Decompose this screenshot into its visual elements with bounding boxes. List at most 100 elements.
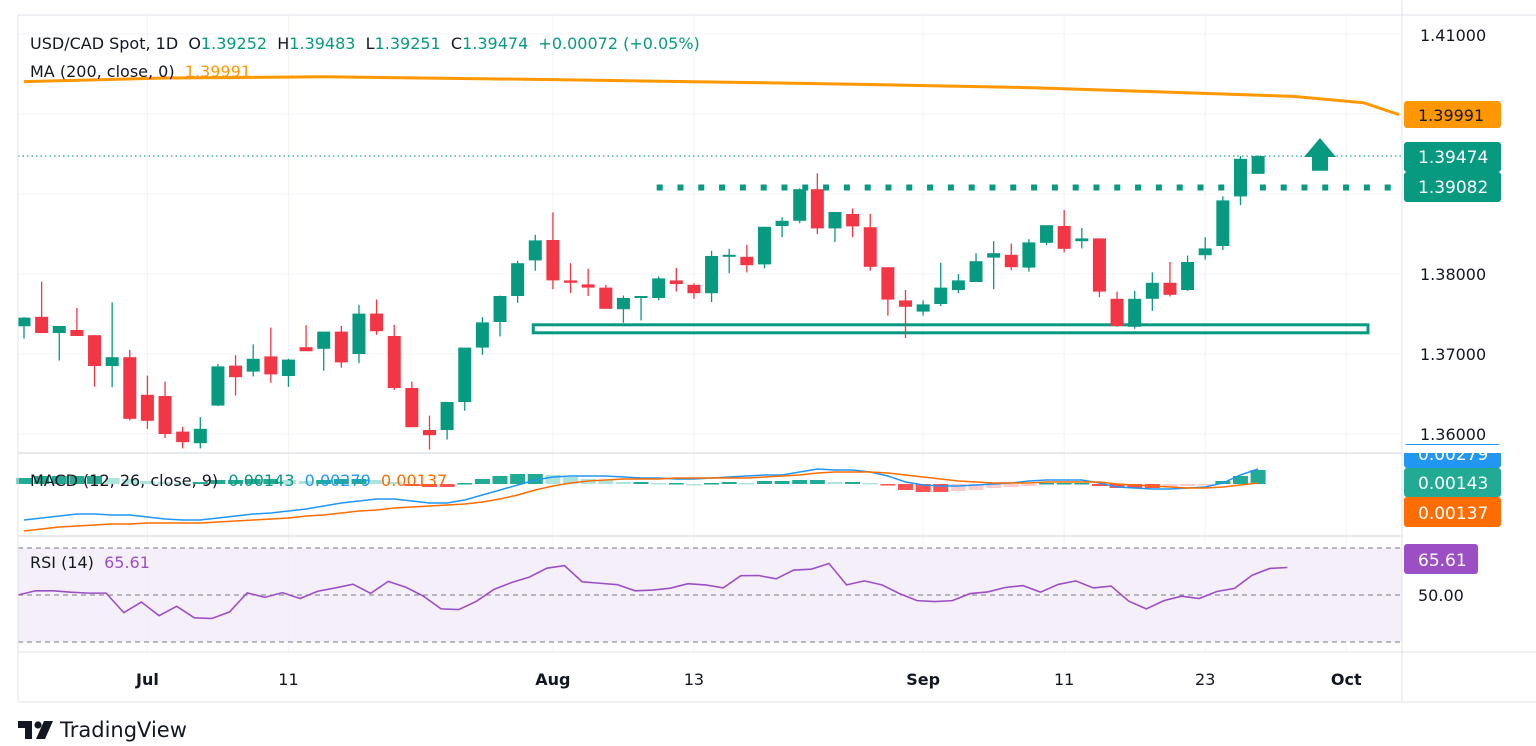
x-tick-label: Oct <box>1331 670 1362 689</box>
candle-body <box>17 317 31 327</box>
macd-histogram-bar <box>968 484 984 490</box>
macd-legend-hist: 0.00143 <box>228 471 295 490</box>
macd-histogram-bar <box>492 476 508 484</box>
macd-histogram-bar <box>704 483 720 485</box>
candle-body <box>616 298 630 310</box>
candle <box>158 381 172 438</box>
candle <box>440 402 454 440</box>
candle-body <box>334 331 348 363</box>
macd-histogram-bar <box>527 474 543 484</box>
macd-histogram-bar <box>139 481 155 484</box>
candle <box>1145 272 1159 311</box>
macd-histogram-bar <box>862 483 878 485</box>
candle-body <box>352 313 366 354</box>
ma-200-line <box>23 75 1400 117</box>
candle <box>722 248 736 274</box>
macd-histogram-bar <box>1180 484 1196 486</box>
x-tick-label: 11 <box>278 670 298 689</box>
macd-histogram-bar <box>1127 484 1143 488</box>
macd-histogram-bar <box>1162 484 1178 487</box>
candle <box>705 250 719 302</box>
candle-body <box>317 331 331 349</box>
candle-body <box>1022 242 1036 268</box>
rsi-value-tag <box>1404 544 1478 574</box>
candle-body <box>123 357 137 419</box>
candle-body <box>810 189 824 229</box>
macd-histogram-bar <box>933 484 949 492</box>
up-arrow-icon <box>1303 138 1336 171</box>
macd-histogram-bar <box>686 484 702 486</box>
macd-histogram-bar <box>1091 484 1107 486</box>
candle-body <box>1004 254 1018 268</box>
candle <box>1040 225 1054 246</box>
candle <box>969 253 983 282</box>
rsi-mid-label: 50.00 <box>1418 586 1464 605</box>
macd-histogram-bar <box>263 479 279 484</box>
macd-histogram-bar <box>774 481 790 484</box>
x-tick-label: 23 <box>1195 670 1215 689</box>
candle <box>581 268 595 296</box>
candle-body <box>1233 158 1247 197</box>
time-axis-labels: Jul 11 Aug 13 Sep 11 23 Oct <box>135 670 1362 689</box>
brand-name: TradingView <box>60 718 187 742</box>
candle-body <box>652 278 666 298</box>
candle-body <box>1110 298 1124 326</box>
macd-histogram-bar <box>87 476 103 484</box>
candle <box>105 302 119 388</box>
candles <box>17 155 1265 450</box>
candle <box>193 417 207 449</box>
macd-histogram-bar <box>668 483 684 485</box>
candle <box>35 281 49 334</box>
candle-body <box>88 335 102 366</box>
rsi-line <box>17 562 1288 620</box>
symbol-legend: USD/CAD Spot, 1D O1.39252 H1.39483 L1.39… <box>30 34 700 53</box>
symbol-title: USD/CAD Spot, 1D <box>30 34 179 53</box>
candle-body <box>299 347 313 352</box>
candle-body <box>546 240 560 281</box>
y-tick-label: 1.36000 <box>1420 425 1486 444</box>
macd-histogram-bar <box>122 479 138 484</box>
axis-mask <box>1403 445 1536 453</box>
candle-body <box>35 316 49 334</box>
macd-histogram-bar <box>510 474 526 484</box>
tradingview-logo-icon <box>18 721 53 739</box>
low-label: L <box>365 34 375 53</box>
low-value: 1.39251 <box>374 34 441 53</box>
last-price-tag <box>1404 142 1501 172</box>
candle <box>987 241 1001 290</box>
candle-body <box>740 256 754 266</box>
tradingview-brand[interactable]: TradingView <box>18 718 187 742</box>
price-overlays <box>18 138 1402 335</box>
candle-body <box>1128 298 1142 327</box>
candle <box>1181 255 1195 291</box>
macd-signal-tag-text: 0.00137 <box>1418 504 1488 524</box>
macd-histogram-bar <box>404 484 420 486</box>
candle <box>1128 290 1142 329</box>
candle-body <box>881 267 895 300</box>
candle <box>687 283 701 299</box>
y-tick-label: 1.41000 <box>1420 26 1486 45</box>
candle-body <box>246 358 260 372</box>
candle <box>1216 196 1230 250</box>
macd-histogram-bar <box>1232 476 1248 484</box>
close-value: 1.39474 <box>462 34 529 53</box>
change-value: +0.00072 (+0.05%) <box>538 34 700 53</box>
candle-body <box>528 240 542 261</box>
candle <box>246 344 260 377</box>
candle <box>17 317 31 339</box>
macd-legend: MACD (12, 26, close, 9) 0.00143 0.00279 … <box>30 471 447 490</box>
macd-histogram-bar <box>809 480 825 484</box>
candle-body <box>264 356 278 375</box>
candle-body <box>229 365 243 378</box>
signal-line <box>23 471 1259 532</box>
candle <box>793 188 807 224</box>
candle-body <box>1075 238 1089 242</box>
candle <box>951 274 965 294</box>
macd-histogram-bar <box>898 484 913 490</box>
macd-histogram-bar <box>298 481 314 484</box>
ma-legend-label: MA (200, close, 0) <box>30 62 175 81</box>
candle-body <box>493 296 507 322</box>
candle <box>634 296 648 321</box>
candle-body <box>1145 282 1159 299</box>
